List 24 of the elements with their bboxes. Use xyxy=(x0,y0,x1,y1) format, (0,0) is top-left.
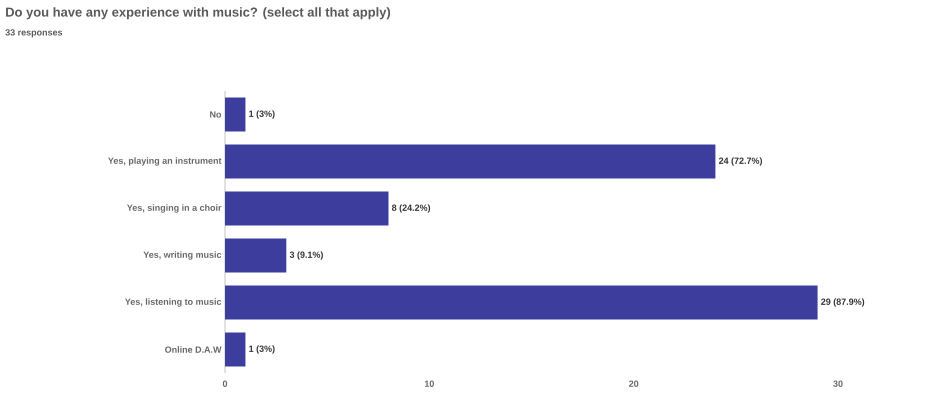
x-tick-label: 10 xyxy=(424,380,434,387)
y-tick-label: Online D.A.W xyxy=(165,346,222,353)
y-tick-label: Yes, singing in a choir xyxy=(126,204,222,213)
x-tick-label: 30 xyxy=(833,380,843,387)
bar xyxy=(225,144,716,179)
data-label: 3 (9.1%) xyxy=(290,251,323,260)
bar xyxy=(225,238,286,273)
bar xyxy=(225,192,388,226)
data-label: 29 (87.9%) xyxy=(821,298,864,307)
data-label: 24 (72.7%) xyxy=(718,157,762,166)
data-label: 1 (3%) xyxy=(249,345,275,354)
y-tick-label: Yes, writing music xyxy=(143,251,222,260)
chart-title: Do you have any experience with music? (select all that apply) xyxy=(6,7,390,20)
x-tick-label: 0 xyxy=(222,380,228,387)
bar xyxy=(225,332,246,367)
x-tick-label: 20 xyxy=(629,380,638,387)
y-tick-label: Yes, listening to music xyxy=(124,298,222,307)
bar xyxy=(225,286,818,320)
y-tick-label: No xyxy=(210,111,222,118)
text: 33 responses xyxy=(5,29,62,38)
data-label: 8 (24.2%) xyxy=(392,204,430,213)
y-tick-label: Yes, playing an instrument xyxy=(108,157,222,166)
bar xyxy=(225,98,246,132)
data-label: 1 (3%) xyxy=(249,110,275,119)
